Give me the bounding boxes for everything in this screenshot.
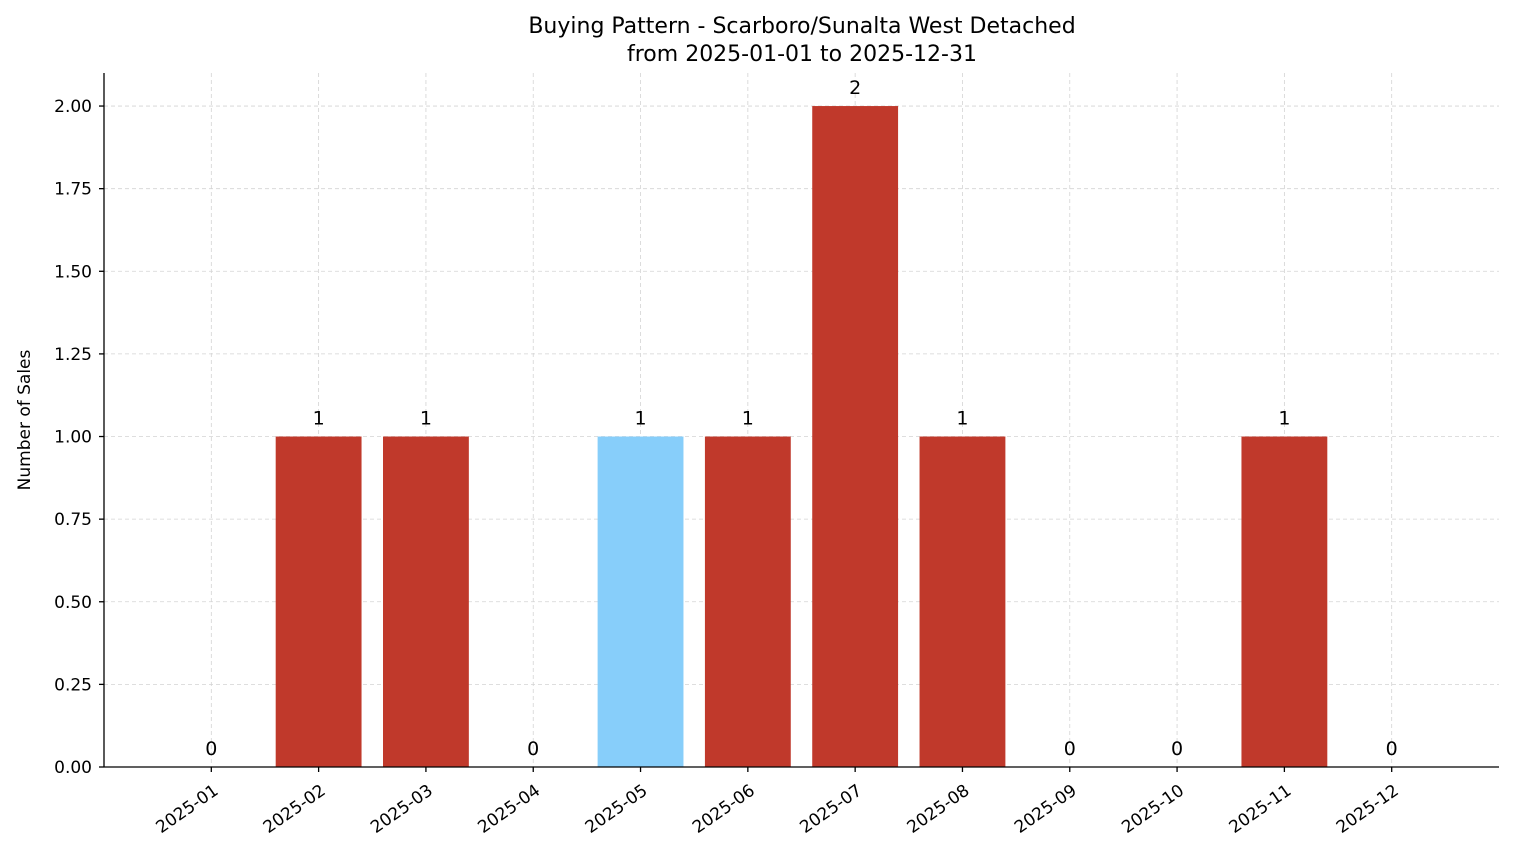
y-tick-label: 0.25: [54, 675, 92, 695]
x-tick-label: 2025-10: [1118, 781, 1188, 838]
value-label: 2: [849, 77, 861, 99]
y-tick-label: 1.00: [54, 428, 92, 448]
bar: [275, 436, 362, 767]
bar: [812, 106, 899, 768]
value-label: 1: [634, 408, 646, 430]
y-tick-label: 2.00: [54, 97, 92, 117]
value-label: 1: [742, 408, 754, 430]
chart-title: Buying Pattern - Scarboro/Sunalta West D…: [528, 14, 1075, 39]
x-tick-label: 2025-01: [153, 781, 223, 838]
bar: [597, 436, 684, 767]
value-label: 0: [527, 738, 539, 760]
x-tick-label: 2025-02: [260, 781, 330, 838]
y-tick-label: 1.50: [54, 262, 92, 282]
x-tick-label: 2025-11: [1226, 781, 1296, 838]
x-tick-label: 2025-04: [474, 781, 544, 838]
bar: [383, 436, 469, 767]
y-tick-label: 1.75: [54, 180, 92, 200]
bar: [919, 436, 1006, 767]
x-tick-label: 2025-03: [367, 781, 437, 838]
value-label: 1: [420, 408, 432, 430]
bar: [1241, 436, 1328, 767]
bar: [704, 436, 791, 767]
y-tick-label: 0.50: [54, 593, 92, 613]
x-tick-label: 2025-07: [796, 781, 866, 838]
value-label: 1: [313, 408, 325, 430]
value-label: 0: [1171, 738, 1183, 760]
y-tick-label: 0.00: [54, 758, 92, 778]
x-tick-label: 2025-05: [582, 781, 652, 838]
value-label: 0: [1064, 738, 1076, 760]
x-tick-label: 2025-06: [689, 781, 759, 838]
y-tick-label: 0.75: [54, 510, 92, 530]
x-tick-label: 2025-08: [904, 781, 974, 838]
chart-subtitle: from 2025-01-01 to 2025-12-31: [627, 42, 977, 67]
x-tick-label: 2025-12: [1333, 781, 1403, 838]
y-axis-label: Number of Sales: [15, 349, 35, 490]
x-tick-label: 2025-09: [1011, 781, 1081, 838]
value-label: 0: [1386, 738, 1398, 760]
value-label: 1: [1278, 408, 1290, 430]
value-label: 1: [956, 408, 968, 430]
y-tick-label: 1.25: [54, 345, 92, 365]
value-label: 0: [205, 738, 217, 760]
